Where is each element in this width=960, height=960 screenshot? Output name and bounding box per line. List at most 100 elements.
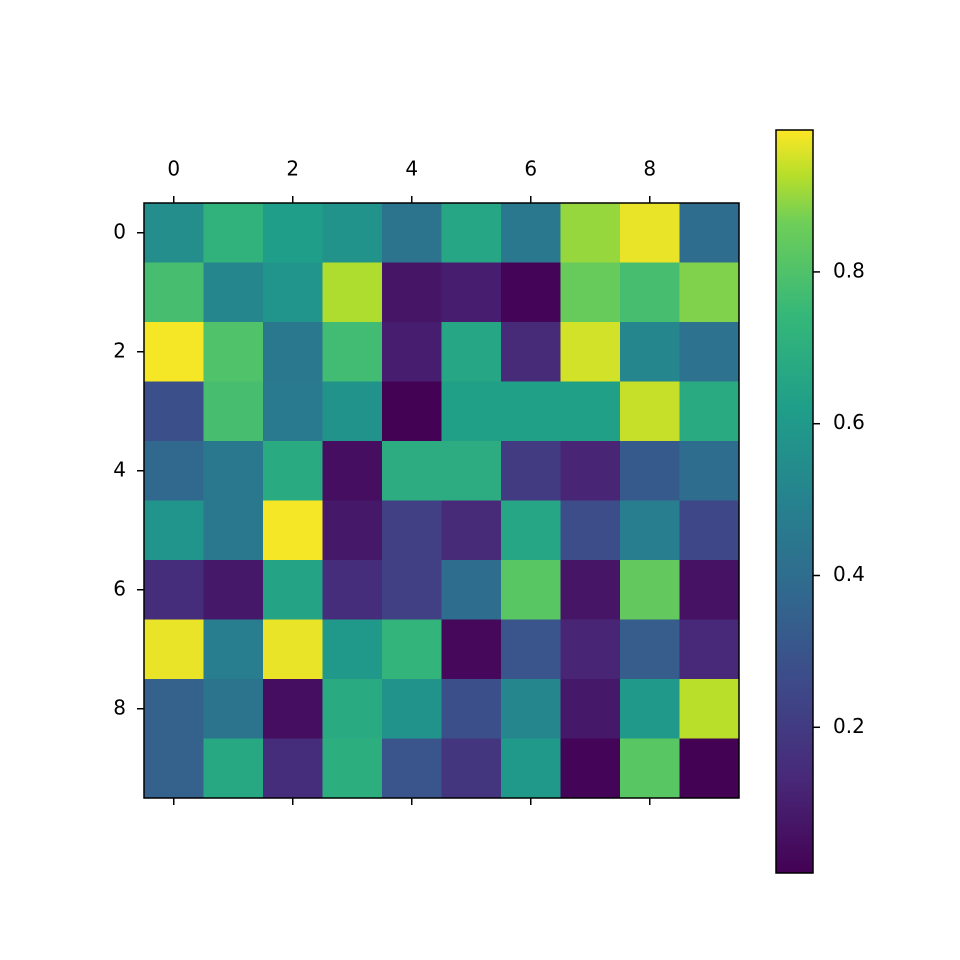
- heatmap-cell: [263, 381, 323, 442]
- heatmap-cell: [501, 500, 561, 561]
- colorbar-tick-label: 0.6: [833, 410, 865, 434]
- x-tick-label: 2: [286, 157, 299, 181]
- heatmap-cell: [501, 262, 561, 323]
- heatmap-cell: [322, 441, 383, 501]
- heatmap-cell: [560, 262, 621, 323]
- heatmap-cell: [679, 738, 740, 799]
- heatmap-cell: [679, 679, 740, 739]
- heatmap-cell: [441, 500, 502, 561]
- heatmap-cell: [144, 619, 204, 680]
- heatmap-cell: [501, 560, 561, 620]
- heatmap-cell: [620, 381, 680, 442]
- heatmap-cell: [263, 262, 323, 323]
- heatmap-cell: [560, 203, 621, 263]
- heatmap-cell: [501, 619, 561, 680]
- heatmap-cell: [322, 738, 383, 799]
- heatmap-cell: [441, 560, 502, 620]
- heatmap-cell: [501, 322, 561, 382]
- heatmap-cell: [620, 560, 680, 620]
- heatmap-cell: [322, 381, 383, 442]
- heatmap-cell: [203, 322, 264, 382]
- heatmap-cell: [263, 560, 323, 620]
- heatmap-cell: [560, 322, 621, 382]
- heatmap-cell: [501, 738, 561, 799]
- heatmap-cell: [620, 322, 680, 382]
- heatmap-cell: [560, 679, 621, 739]
- heatmap-cell: [322, 679, 383, 739]
- heatmap-cell: [144, 203, 204, 263]
- heatmap-cell: [382, 262, 442, 323]
- x-tick-label: 0: [167, 157, 180, 181]
- heatmap-cell: [203, 738, 264, 799]
- heatmap-cell: [322, 262, 383, 323]
- heatmap-cell: [144, 679, 204, 739]
- heatmap-cell: [441, 203, 502, 263]
- heatmap-cell: [620, 738, 680, 799]
- colorbar-tick-label: 0.2: [833, 714, 865, 738]
- heatmap-cell: [322, 322, 383, 382]
- heatmap-cell: [144, 500, 204, 561]
- heatmap-cell: [441, 679, 502, 739]
- heatmap-cell: [679, 381, 740, 442]
- heatmap-cell: [560, 560, 621, 620]
- heatmap-cell: [203, 560, 264, 620]
- heatmap-cell: [203, 203, 264, 263]
- heatmap-cell: [144, 441, 204, 501]
- heatmap-cell: [382, 738, 442, 799]
- heatmap-cell: [263, 500, 323, 561]
- heatmap-cell: [620, 262, 680, 323]
- colorbar-tick-label: 0.4: [833, 562, 865, 586]
- heatmap-cell: [441, 381, 502, 442]
- heatmap-cell: [560, 441, 621, 501]
- heatmap-cell: [620, 500, 680, 561]
- heatmap-cell: [679, 441, 740, 501]
- heatmap-cell: [679, 619, 740, 680]
- heatmap-cell: [322, 203, 383, 263]
- heatmap-cell: [322, 560, 383, 620]
- heatmap-cell: [560, 619, 621, 680]
- heatmap-cell: [441, 619, 502, 680]
- heatmap-cell: [679, 322, 740, 382]
- y-tick-label: 2: [113, 338, 126, 362]
- y-tick-label: 8: [113, 695, 126, 719]
- heatmap-cell: [679, 262, 740, 323]
- heatmap-cell: [620, 441, 680, 501]
- heatmap-cell: [382, 560, 442, 620]
- heatmap-cell: [203, 262, 264, 323]
- heatmap-cell: [382, 500, 442, 561]
- heatmap-cell: [144, 381, 204, 442]
- heatmap-cell: [203, 441, 264, 501]
- heatmap-cell: [263, 679, 323, 739]
- heatmap-cell: [441, 322, 502, 382]
- heatmap-cell: [382, 322, 442, 382]
- heatmap-cell: [560, 381, 621, 442]
- heatmap-cell: [501, 679, 561, 739]
- heatmap-cell: [203, 500, 264, 561]
- y-tick-label: 6: [113, 576, 126, 600]
- plot-frame: [143, 202, 740, 799]
- heatmap-cell: [679, 203, 740, 263]
- heatmap-cell: [441, 738, 502, 799]
- heatmap-cell: [382, 679, 442, 739]
- x-tick-label: 8: [643, 157, 656, 181]
- heatmap-cell: [263, 203, 323, 263]
- heatmap-cell: [263, 738, 323, 799]
- heatmap-cell: [382, 441, 442, 501]
- heatmap-cell: [382, 619, 442, 680]
- heatmap-cell: [382, 203, 442, 263]
- heatmap-cell: [620, 619, 680, 680]
- heatmap-cell: [263, 322, 323, 382]
- heatmap-cell: [263, 441, 323, 501]
- heatmap-cell: [441, 262, 502, 323]
- heatmap-cell: [203, 381, 264, 442]
- colorbar-tick-label: 0.8: [833, 258, 865, 282]
- heatmap-cell: [679, 560, 740, 620]
- y-tick-label: 4: [113, 457, 126, 481]
- heatmap-cell: [620, 203, 680, 263]
- heatmap-cell: [620, 679, 680, 739]
- heatmap-cell: [501, 203, 561, 263]
- heatmap-cell: [263, 619, 323, 680]
- y-tick-label: 0: [113, 219, 126, 243]
- heatmap-cell: [203, 679, 264, 739]
